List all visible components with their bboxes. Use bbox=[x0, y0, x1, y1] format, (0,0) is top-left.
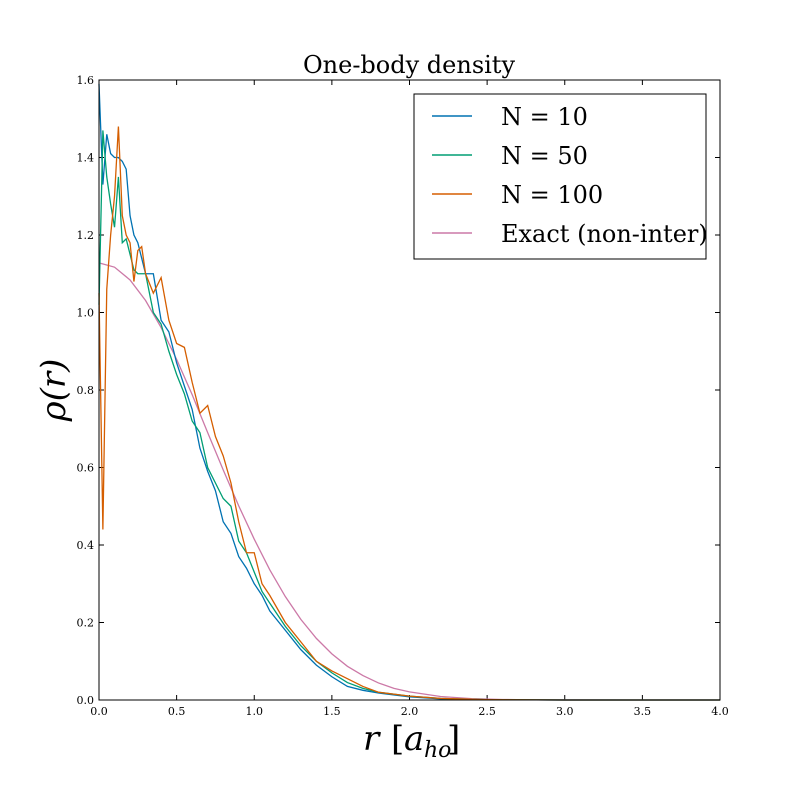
y-tick-label: 1.0 bbox=[77, 307, 95, 320]
series-line-1 bbox=[98, 130, 720, 701]
x-tick-label: 0.5 bbox=[168, 705, 186, 718]
svg-text:]: ] bbox=[447, 719, 460, 759]
svg-text:[: [ bbox=[391, 719, 404, 759]
x-tick-label: 0.0 bbox=[90, 705, 108, 718]
legend-box bbox=[413, 93, 707, 260]
y-tick-label: 1.4 bbox=[77, 152, 95, 165]
legend-label-3: Exact (non-inter) bbox=[501, 220, 708, 248]
chart-title: One-body density bbox=[303, 51, 515, 79]
svg-text:ρ(r): ρ(r) bbox=[34, 359, 74, 423]
svg-text:ho: ho bbox=[424, 738, 451, 763]
y-tick-label: 1.2 bbox=[77, 229, 95, 242]
legend: N = 10 N = 50 N = 100 Exact (non-inter) bbox=[413, 93, 708, 260]
y-tick-label: 0.0 bbox=[77, 694, 95, 707]
plot-frame bbox=[98, 79, 721, 701]
svg-text:r: r bbox=[363, 719, 381, 759]
y-tick-label: 0.6 bbox=[77, 462, 95, 475]
y-axis-ticks: 0.0 0.2 0.4 0.6 0.8 1.0 1.2 1.4 1.6 bbox=[77, 74, 720, 707]
x-tick-label: 2.5 bbox=[478, 705, 496, 718]
y-tick-label: 1.6 bbox=[77, 74, 95, 87]
x-axis-label: r [ a ho ] bbox=[363, 719, 460, 763]
series-line-2 bbox=[98, 126, 720, 701]
x-tick-label: 1.0 bbox=[246, 705, 264, 718]
legend-label-0: N = 10 bbox=[501, 103, 588, 131]
y-tick-label: 0.8 bbox=[77, 384, 95, 397]
series-lines bbox=[98, 83, 720, 701]
x-tick-label: 4.0 bbox=[711, 705, 729, 718]
x-tick-label: 3.0 bbox=[556, 705, 574, 718]
x-axis-ticks: 0.0 0.5 1.0 1.5 2.0 2.5 3.0 3.5 4.0 bbox=[90, 80, 729, 718]
y-axis-label: ρ(r) bbox=[34, 359, 74, 423]
legend-label-2: N = 100 bbox=[501, 181, 603, 209]
y-tick-label: 0.4 bbox=[77, 539, 95, 552]
x-tick-label: 1.5 bbox=[323, 705, 341, 718]
series-line-0 bbox=[98, 83, 720, 701]
x-tick-label: 2.0 bbox=[401, 705, 419, 718]
svg-text:a: a bbox=[404, 719, 424, 759]
legend-label-1: N = 50 bbox=[501, 142, 588, 170]
x-tick-label: 3.5 bbox=[634, 705, 652, 718]
y-tick-label: 0.2 bbox=[77, 617, 95, 630]
